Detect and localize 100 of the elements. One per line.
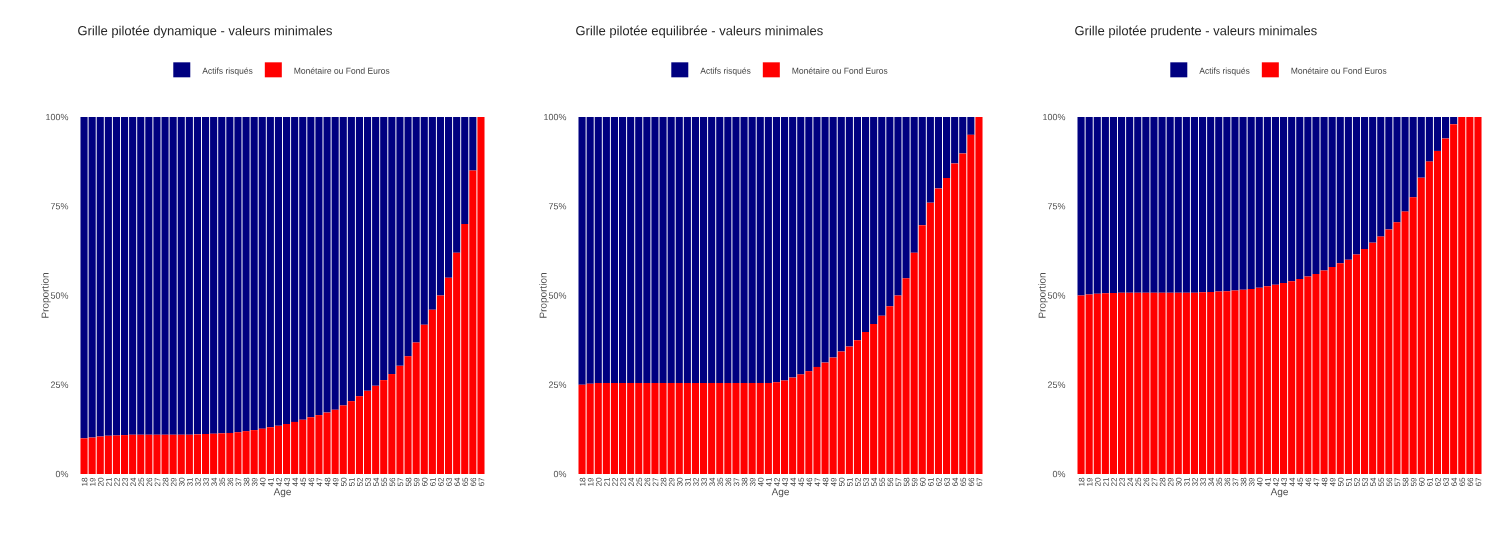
x-tick-label: 25 bbox=[636, 477, 643, 487]
x-tick-label: 28 bbox=[1159, 477, 1166, 487]
x-tick-label: 19 bbox=[89, 477, 96, 486]
x-tick-label: 19 bbox=[1086, 477, 1093, 486]
x-tick-label: 61 bbox=[430, 477, 436, 487]
x-tick-label: 37 bbox=[1232, 477, 1239, 487]
x-tick-label: 56 bbox=[887, 477, 894, 487]
x-tick-label: 27 bbox=[652, 477, 659, 487]
x-tick-label: 20 bbox=[595, 477, 602, 487]
x-tick-label: 64 bbox=[454, 477, 460, 487]
x-tick-label: 18 bbox=[81, 477, 88, 486]
y-tick-label: 75% bbox=[548, 203, 567, 210]
x-tick-label: 32 bbox=[1192, 477, 1198, 487]
x-tick-label: 38 bbox=[1240, 477, 1247, 487]
x-tick-label: 32 bbox=[195, 477, 201, 487]
x-tick-label: 48 bbox=[822, 477, 829, 487]
x-tick-label: 46 bbox=[806, 477, 813, 487]
x-tick-label: 66 bbox=[470, 477, 477, 487]
x-tick-label: 23 bbox=[1119, 477, 1125, 487]
x-tick-label: 66 bbox=[1467, 477, 1474, 487]
x-tick-label: 64 bbox=[952, 477, 958, 487]
legend-label: Actifs risqués bbox=[1199, 67, 1250, 76]
x-tick-label: 64 bbox=[1451, 477, 1457, 487]
x-tick-label: 65 bbox=[960, 477, 967, 487]
x-tick-label: 42 bbox=[276, 477, 282, 487]
x-tick-label: 62 bbox=[936, 477, 942, 487]
x-tick-label: 40 bbox=[757, 477, 764, 487]
x-tick-label: 55 bbox=[381, 477, 388, 487]
x-tick-label: 49 bbox=[1329, 477, 1336, 487]
x-tick-label: 67 bbox=[976, 477, 983, 487]
x-tick-label: 42 bbox=[774, 477, 780, 487]
x-tick-label: 28 bbox=[660, 477, 667, 487]
x-tick-label: 36 bbox=[725, 477, 732, 487]
x-tick-label: 60 bbox=[421, 477, 428, 487]
y-axis-title: Proportion bbox=[41, 273, 51, 318]
x-tick-label: 23 bbox=[122, 477, 128, 487]
x-tick-label: 40 bbox=[259, 477, 266, 487]
x-tick-label: 42 bbox=[1273, 477, 1279, 487]
x-tick-label: 46 bbox=[308, 477, 315, 487]
y-tick-label: 25% bbox=[548, 381, 567, 388]
x-tick-label: 43 bbox=[1281, 477, 1287, 487]
x-tick-label: 35 bbox=[717, 477, 724, 487]
x-tick-label: 26 bbox=[146, 477, 153, 487]
x-tick-label: 53 bbox=[863, 477, 869, 487]
x-tick-label: 31 bbox=[1184, 477, 1190, 487]
x-tick-label: 36 bbox=[227, 477, 234, 487]
x-tick-label: 59 bbox=[911, 477, 918, 487]
x-tick-label: 56 bbox=[1386, 477, 1393, 487]
x-tick-label: 55 bbox=[879, 477, 886, 487]
y-tick-label: 50% bbox=[50, 292, 69, 299]
x-tick-label: 57 bbox=[1394, 477, 1401, 487]
y-tick-label: 25% bbox=[50, 381, 69, 388]
x-tick-label: 58 bbox=[405, 477, 412, 487]
x-tick-label: 47 bbox=[316, 477, 323, 487]
x-tick-label: 51 bbox=[349, 477, 355, 487]
x-tick-label: 65 bbox=[1459, 477, 1466, 487]
x-tick-label: 62 bbox=[438, 477, 444, 487]
x-tick-label: 25 bbox=[1135, 477, 1142, 487]
x-tick-label: 47 bbox=[814, 477, 821, 487]
x-tick-label: 18 bbox=[1078, 477, 1085, 486]
y-tick-label: 0% bbox=[55, 470, 69, 478]
legend-label: Monétaire ou Fond Euros bbox=[792, 67, 888, 74]
x-tick-label: 60 bbox=[1418, 477, 1425, 487]
y-tick-label: 100% bbox=[1043, 113, 1066, 121]
x-tick-label: 50 bbox=[838, 477, 845, 487]
y-tick-label: 50% bbox=[1047, 292, 1066, 299]
y-axis-title: Proportion bbox=[539, 273, 549, 318]
x-tick-label: 57 bbox=[895, 477, 902, 487]
legend-label: Actifs risqués bbox=[202, 67, 253, 76]
x-tick-label: 49 bbox=[830, 477, 837, 487]
x-tick-label: 32 bbox=[693, 477, 699, 487]
x-tick-label: 19 bbox=[587, 477, 594, 486]
x-tick-label: 28 bbox=[162, 477, 169, 487]
x-tick-label: 22 bbox=[1111, 477, 1117, 487]
chart-title: Grille pilotée prudente - valeurs minimales bbox=[1075, 25, 1317, 38]
y-tick-label: 50% bbox=[548, 292, 567, 299]
x-tick-label: 54 bbox=[871, 477, 877, 487]
y-tick-label: 75% bbox=[50, 203, 69, 210]
x-tick-label: 22 bbox=[114, 477, 120, 487]
x-tick-label: 59 bbox=[1410, 477, 1417, 487]
x-tick-label: 63 bbox=[1443, 477, 1449, 487]
y-tick-label: 100% bbox=[544, 113, 567, 121]
x-tick-label: 44 bbox=[292, 477, 298, 487]
x-tick-label: 53 bbox=[1362, 477, 1368, 487]
x-tick-label: 45 bbox=[300, 477, 307, 487]
y-tick-label: 75% bbox=[1047, 203, 1066, 210]
x-tick-label: 21 bbox=[604, 477, 610, 487]
x-tick-label: 38 bbox=[243, 477, 250, 487]
x-tick-label: 56 bbox=[389, 477, 396, 487]
x-tick-label: 29 bbox=[1167, 477, 1174, 487]
x-tick-label: 29 bbox=[668, 477, 675, 487]
x-tick-label: 54 bbox=[373, 477, 379, 487]
legend-label: Monétaire ou Fond Euros bbox=[294, 67, 390, 74]
x-tick-label: 39 bbox=[1248, 477, 1255, 487]
x-tick-label: 33 bbox=[701, 477, 707, 487]
x-tick-label: 30 bbox=[676, 477, 683, 487]
x-tick-label: 30 bbox=[1175, 477, 1182, 487]
x-tick-label: 20 bbox=[1094, 477, 1101, 487]
x-tick-label: 37 bbox=[235, 477, 242, 487]
x-tick-label: 55 bbox=[1378, 477, 1385, 487]
